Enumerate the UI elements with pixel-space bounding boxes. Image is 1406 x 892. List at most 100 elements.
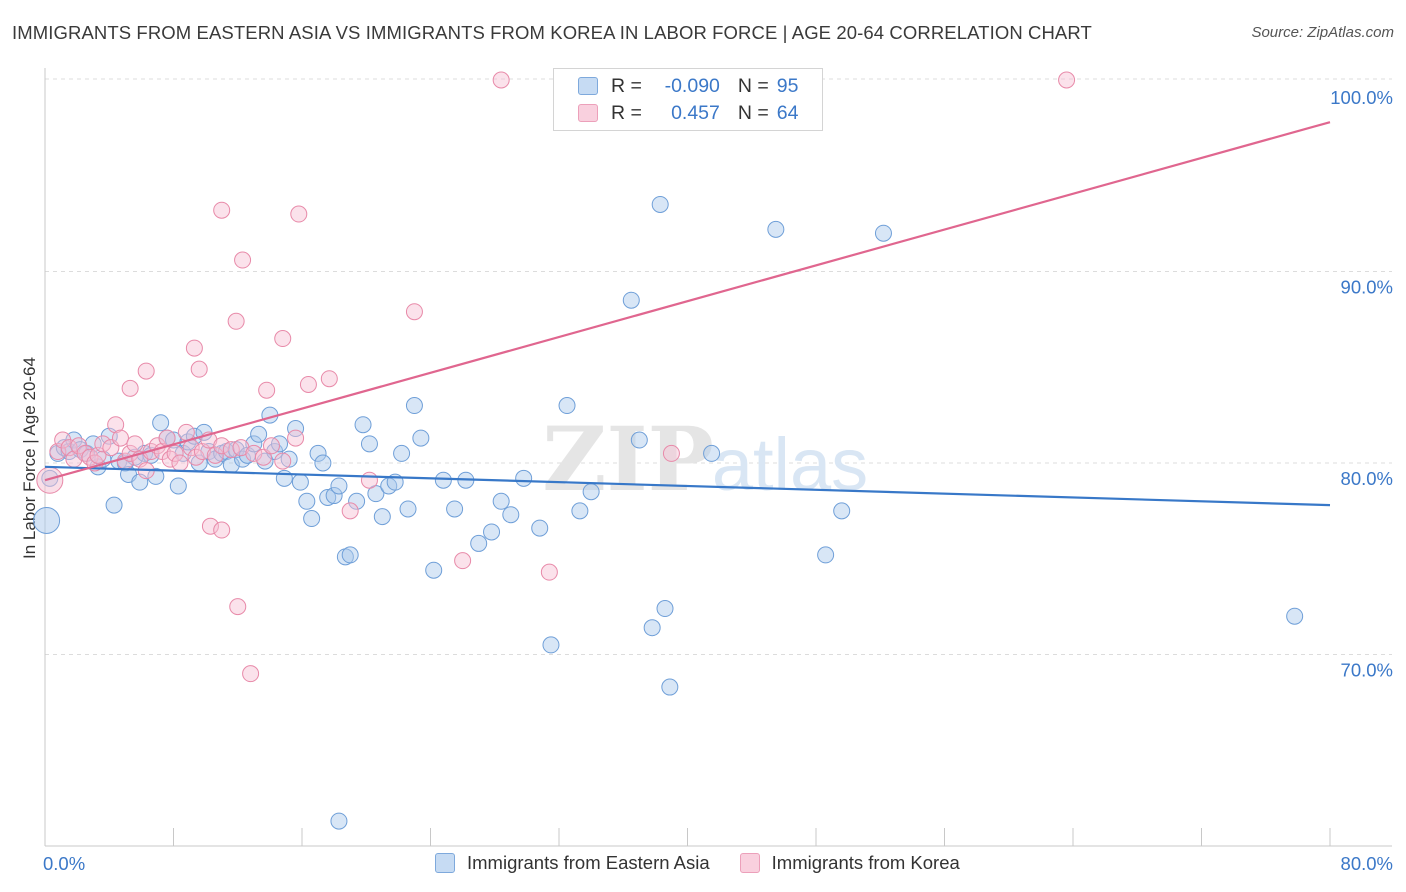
- stats-r-value: 0.457: [671, 101, 720, 124]
- point-eastern-asia: [250, 425, 268, 443]
- point-eastern-asia: [531, 519, 549, 537]
- point-eastern-asia: [1286, 607, 1304, 625]
- legend-swatch-pink: [739, 853, 760, 873]
- point-eastern-asia: [651, 195, 669, 213]
- point-eastern-asia: [169, 477, 187, 495]
- tick-labels: 70.0% 80.0% 90.0% 100.0% 0.0% 80.0%: [43, 87, 1393, 874]
- point-eastern-asia: [582, 483, 600, 501]
- point-eastern-asia: [656, 600, 674, 618]
- point-korea: [274, 452, 292, 470]
- legend-label: Immigrants from Eastern Asia: [467, 852, 710, 873]
- point-korea: [187, 448, 205, 466]
- point-eastern-asia: [542, 636, 560, 654]
- point-korea: [254, 448, 272, 466]
- point-korea: [299, 375, 317, 393]
- grid-lines: [45, 78, 1392, 655]
- point-eastern-asia: [767, 220, 785, 238]
- point-eastern-asia: [393, 444, 411, 462]
- stats-box: R = -0.090 N = 95 R = 0.457 N = 64: [553, 68, 823, 131]
- point-eastern-asia: [399, 500, 417, 518]
- point-korea: [185, 339, 203, 357]
- point-korea: [213, 437, 231, 455]
- point-korea: [341, 502, 359, 520]
- point-korea: [290, 205, 308, 223]
- source-label: Source: ZipAtlas.com: [1251, 24, 1394, 41]
- stats-n-value: 95: [776, 74, 799, 97]
- point-korea: [107, 416, 125, 434]
- point-eastern-asia: [314, 454, 332, 472]
- legend: Immigrants from Eastern Asia Immigrants …: [435, 852, 990, 874]
- point-korea: [206, 446, 224, 464]
- stats-row-korea: R = 0.457 N = 64: [578, 100, 798, 126]
- trend-line-korea: [44, 121, 1331, 482]
- point-eastern-asia: [622, 291, 640, 309]
- point-korea: [166, 444, 184, 462]
- stats-swatch-pink: [578, 104, 598, 122]
- point-korea: [229, 598, 247, 616]
- stats-n-label: N =: [737, 74, 769, 97]
- point-eastern-asia: [330, 812, 348, 830]
- point-korea: [405, 303, 423, 321]
- point-korea: [111, 429, 129, 447]
- point-eastern-asia: [483, 523, 501, 541]
- point-korea: [213, 521, 231, 539]
- point-eastern-asia: [492, 492, 510, 510]
- chart-title: IMMIGRANTS FROM EASTERN ASIA VS IMMIGRAN…: [12, 22, 1092, 43]
- point-korea: [190, 360, 208, 378]
- point-korea: [262, 437, 280, 455]
- point-eastern-asia: [470, 534, 488, 552]
- point-eastern-asia: [287, 420, 305, 438]
- point-eastern-asia: [348, 492, 366, 510]
- point-eastern-asia: [373, 508, 391, 526]
- point-korea: [662, 444, 680, 462]
- y-tick-label: 90.0%: [1341, 277, 1393, 298]
- legend-label: Immigrants from Korea: [771, 852, 960, 873]
- point-korea: [245, 444, 263, 462]
- point-eastern-asia: [412, 429, 430, 447]
- trend-lines: [44, 121, 1331, 507]
- point-korea: [360, 471, 378, 489]
- point-korea: [94, 435, 112, 453]
- point-eastern-asia: [643, 619, 661, 637]
- point-korea: [227, 312, 245, 330]
- point-korea: [137, 362, 155, 380]
- stats-n-label: N =: [737, 101, 769, 124]
- point-eastern-asia: [309, 444, 327, 462]
- point-korea: [1058, 71, 1076, 89]
- legend-item-korea[interactable]: Immigrants from Korea: [739, 852, 960, 874]
- point-korea: [177, 423, 195, 441]
- point-korea: [540, 563, 558, 581]
- legend-item-eastern-asia[interactable]: Immigrants from Eastern Asia: [435, 852, 710, 874]
- point-korea: [213, 201, 231, 219]
- y-tick-label: 100.0%: [1330, 87, 1393, 108]
- point-eastern-asia: [152, 414, 170, 432]
- point-eastern-asia: [330, 477, 348, 495]
- point-eastern-asia: [703, 444, 721, 462]
- point-eastern-asia: [515, 469, 533, 487]
- point-eastern-asia: [833, 502, 851, 520]
- point-eastern-asia: [291, 473, 309, 491]
- point-eastern-asia: [571, 502, 589, 520]
- axes: [44, 68, 1392, 847]
- y-tick-label: 70.0%: [1341, 660, 1393, 681]
- series-korea: [36, 71, 1076, 683]
- x-tick-label: 80.0%: [1341, 853, 1393, 874]
- point-korea: [242, 665, 260, 683]
- stats-r-value: -0.090: [664, 74, 720, 97]
- watermark-zip: ZIP: [542, 407, 714, 511]
- point-eastern-asia: [303, 510, 321, 528]
- point-eastern-asia: [354, 416, 372, 434]
- point-eastern-asia: [434, 471, 452, 489]
- point-korea: [234, 251, 252, 269]
- point-korea: [454, 552, 472, 570]
- point-eastern-asia: [502, 506, 520, 524]
- point-eastern-asia: [874, 224, 892, 242]
- point-eastern-asia: [319, 488, 337, 506]
- point-eastern-asia: [147, 467, 165, 485]
- point-eastern-asia: [425, 561, 443, 579]
- point-eastern-asia: [325, 487, 343, 505]
- stats-r-label: R =: [611, 101, 642, 124]
- point-korea: [161, 450, 179, 468]
- point-korea: [287, 429, 305, 447]
